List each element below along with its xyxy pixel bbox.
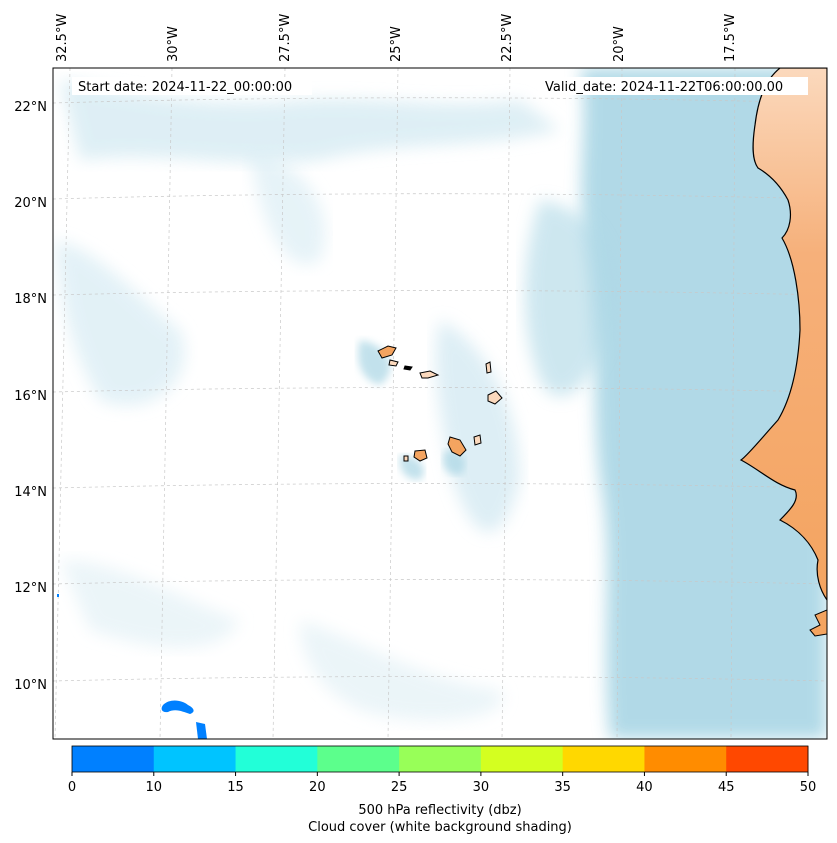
lat-label: 14°N <box>14 485 47 500</box>
latitude-labels: 22°N 20°N 18°N 16°N 14°N 12°N 10°N <box>14 100 47 693</box>
colorbar-tick-label: 25 <box>391 780 408 795</box>
colorbar-segment <box>644 746 727 772</box>
lon-label: 32.5°W <box>55 14 70 62</box>
reflectivity-echo <box>57 594 207 739</box>
colorbar-label: 500 hPa reflectivity (dbz) <box>358 803 521 818</box>
lon-label: 17.5°W <box>723 14 738 62</box>
map-frame <box>52 67 828 740</box>
colorbar-segment <box>726 746 809 772</box>
lon-label: 22.5°W <box>500 14 515 62</box>
colorbar-tick-label: 10 <box>146 780 163 795</box>
lat-label: 22°N <box>14 100 47 115</box>
colorbar-segment <box>480 746 564 772</box>
colorbar-frame <box>71 745 809 773</box>
lat-label: 20°N <box>14 196 47 211</box>
colorbar-sublabel: Cloud cover (white background shading) <box>308 820 572 835</box>
colorbar-tick-label: 35 <box>554 780 571 795</box>
lat-label: 16°N <box>14 389 47 404</box>
valid-date-label: Valid_date: 2024-11-22T06:00:00.00 <box>545 80 783 95</box>
colorbar-tick-label: 50 <box>800 780 817 795</box>
map-gridlines <box>53 68 827 739</box>
colorbar-segment <box>153 746 237 772</box>
colorbar-tick-label: 20 <box>309 780 326 795</box>
cape-verde-islands <box>377 345 503 462</box>
colorbar-segment <box>235 746 318 772</box>
longitude-labels: 32.5°W 30°W 27.5°W 25°W 22.5°W 20°W 17.5… <box>55 14 738 62</box>
start-date-label: Start date: 2024-11-22_00:00:00 <box>78 80 292 95</box>
colorbar-segment <box>562 746 645 772</box>
colorbar-tick-label: 45 <box>718 780 735 795</box>
colorbar-segment <box>72 746 155 772</box>
lon-label: 20°W <box>612 26 627 62</box>
lon-label: 25°W <box>389 26 404 62</box>
lat-label: 18°N <box>14 292 47 307</box>
colorbar-tick-label: 30 <box>473 780 490 795</box>
colorbar-segment <box>317 746 400 772</box>
valid-date-box <box>538 77 808 95</box>
map-area <box>53 68 827 739</box>
lon-label: 27.5°W <box>278 14 293 62</box>
start-date-box <box>72 77 312 95</box>
colorbar: 0 10 15 20 25 30 35 40 45 50 <box>68 746 816 795</box>
lat-label: 12°N <box>14 581 47 596</box>
colorbar-tick-label: 15 <box>227 780 244 795</box>
colorbar-tick-label: 40 <box>636 780 653 795</box>
lon-label: 30°W <box>166 26 181 62</box>
colorbar-tick-label: 0 <box>68 780 76 795</box>
lat-label: 10°N <box>14 678 47 693</box>
africa-landmass <box>739 68 827 637</box>
cloud-cover-shading <box>55 68 827 739</box>
colorbar-segment <box>399 746 482 772</box>
